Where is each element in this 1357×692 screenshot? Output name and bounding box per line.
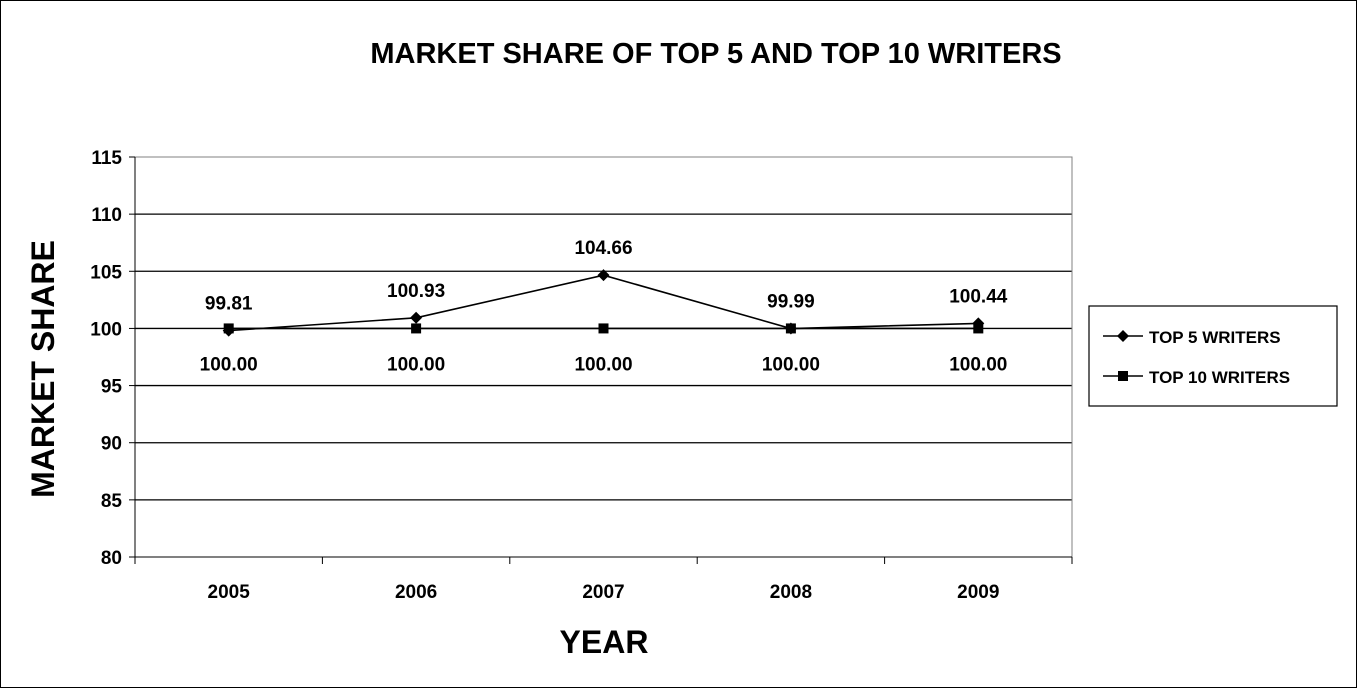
data-label: 100.44	[949, 286, 1008, 307]
axes	[129, 156, 1073, 564]
series	[222, 269, 985, 337]
legend-label: TOP 5 WRITERS	[1149, 328, 1281, 347]
data-point	[598, 323, 609, 334]
data-point	[784, 322, 797, 335]
x-axis-title: YEAR	[560, 624, 649, 660]
legend-item: TOP 10 WRITERS	[1103, 368, 1290, 387]
series-line	[228, 274, 979, 332]
data-point	[410, 311, 423, 324]
data-label: 100.93	[387, 281, 445, 302]
data-point	[972, 317, 985, 330]
data-label: 100.00	[762, 354, 820, 375]
y-tick-label: 105	[90, 262, 122, 283]
y-tick-label: 115	[91, 148, 122, 169]
x-tick-label: 2005	[208, 582, 251, 603]
data-label: 100.00	[387, 354, 445, 375]
legend-label: TOP 10 WRITERS	[1149, 368, 1290, 387]
data-point	[597, 269, 610, 282]
series-2	[223, 323, 984, 334]
x-tick-label: 2008	[770, 582, 812, 603]
y-tick-label: 95	[101, 377, 123, 398]
x-tick-label: 2007	[582, 582, 624, 603]
y-tick-label: 100	[90, 319, 122, 340]
y-tick-label: 90	[101, 434, 122, 455]
x-tick-labels: 2005 2006 2007 2008 2009	[208, 582, 1000, 603]
legend-marker	[1118, 371, 1128, 381]
chart-title: MARKET SHARE OF TOP 5 AND TOP 10 WRITERS	[370, 38, 1061, 70]
data-label: 100.00	[574, 354, 632, 375]
data-label: 99.81	[205, 294, 253, 315]
data-labels: 99.81 100.93 104.66 99.99 100.44 100.00 100.00…	[200, 238, 1008, 375]
legend: TOP 5 WRITERS TOP 10 WRITERS	[1088, 305, 1338, 407]
data-label: 104.66	[574, 238, 632, 259]
y-axis-title: MARKET SHARE	[25, 240, 61, 498]
y-tick-label: 80	[101, 548, 122, 569]
x-tick-label: 2009	[957, 582, 999, 603]
y-tick-labels: 80 85 90 95 100 105 110 115	[90, 148, 122, 569]
data-label: 100.00	[200, 354, 258, 375]
data-point	[222, 324, 235, 337]
data-label: 99.99	[767, 292, 815, 313]
data-label: 100.00	[949, 354, 1007, 375]
legend-marker	[1117, 330, 1129, 342]
y-tick-label: 110	[91, 205, 122, 226]
x-tick-label: 2006	[395, 582, 437, 603]
legend-item: TOP 5 WRITERS	[1103, 328, 1281, 347]
legend-box	[1088, 305, 1338, 407]
y-tick-label: 85	[101, 491, 123, 512]
series-1	[222, 269, 985, 337]
data-point	[411, 323, 422, 334]
